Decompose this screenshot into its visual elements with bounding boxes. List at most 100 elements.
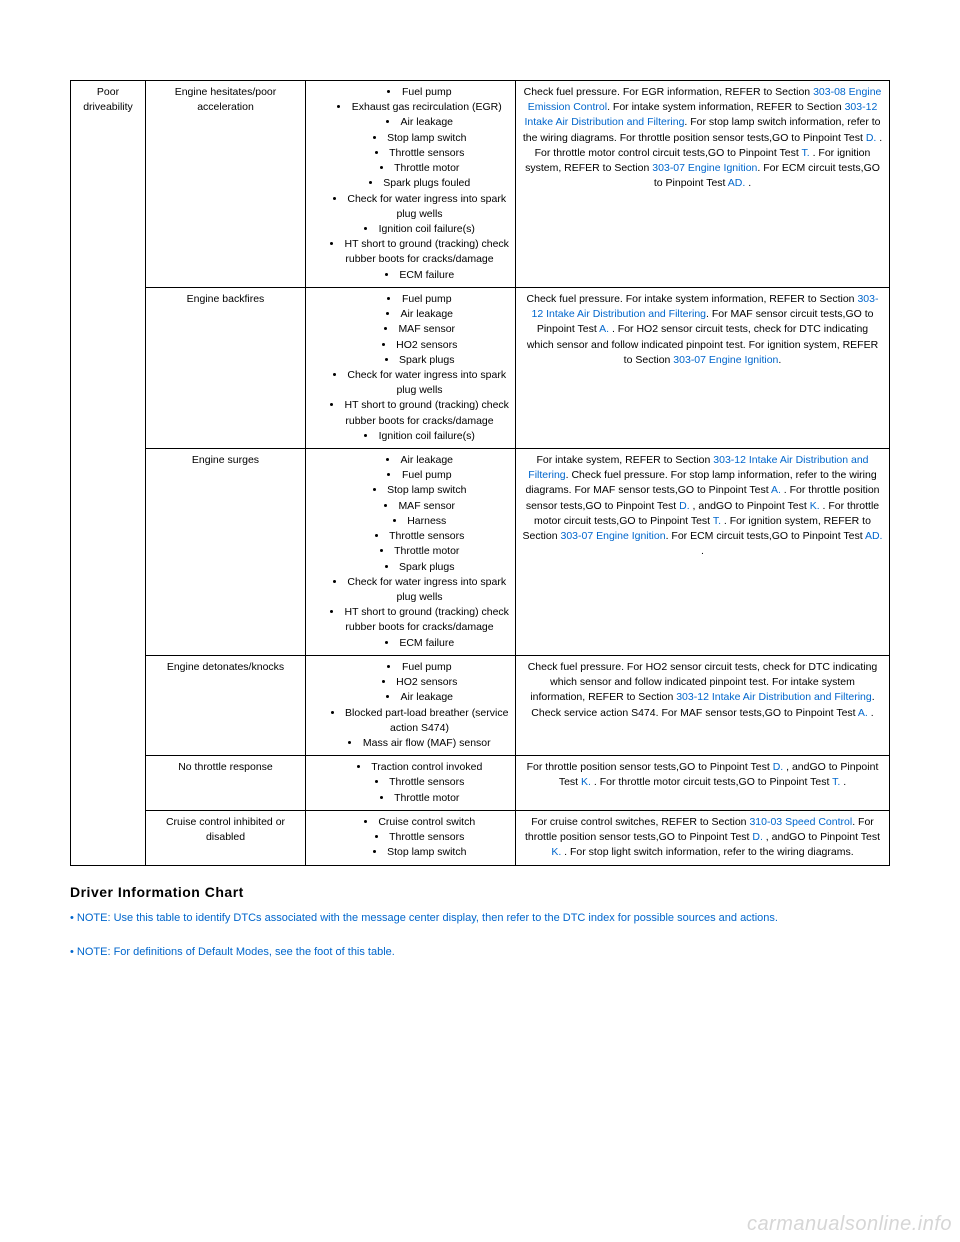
cause-item: Fuel pump: [330, 468, 509, 483]
cause-item: Stop lamp switch: [330, 131, 509, 146]
causes-list: Cruise control switchThrottle sensorsSto…: [346, 815, 475, 861]
causes-cell: Fuel pumpExhaust gas recirculation (EGR)…: [306, 81, 516, 288]
reference-link[interactable]: 303-07 Engine Ignition: [673, 354, 778, 366]
reference-link[interactable]: A.: [771, 484, 781, 496]
cause-item: Stop lamp switch: [330, 483, 509, 498]
condition-cell: Engine backfires: [146, 287, 306, 448]
cause-item: ECM failure: [330, 268, 509, 283]
reference-link[interactable]: 310-03 Speed Control: [749, 816, 852, 828]
reference-link[interactable]: T.: [802, 147, 810, 159]
reference-link[interactable]: 303-07 Engine Ignition: [652, 162, 757, 174]
cause-item: Spark plugs: [330, 353, 509, 368]
category-cell: Poor driveability: [71, 81, 146, 866]
action-cell: For intake system, REFER to Section 303-…: [516, 449, 890, 656]
cause-item: Fuel pump: [330, 292, 509, 307]
cause-item: Ignition coil failure(s): [330, 429, 509, 444]
table-row: Poor driveabilityEngine hesitates/poor a…: [71, 81, 890, 288]
cause-item: HO2 sensors: [330, 675, 509, 690]
reference-link[interactable]: K.: [810, 500, 820, 512]
reference-link[interactable]: T.: [832, 776, 840, 788]
condition-cell: Engine hesitates/poor acceleration: [146, 81, 306, 288]
condition-cell: Engine detonates/knocks: [146, 655, 306, 755]
table-row: Engine backfiresFuel pumpAir leakageMAF …: [71, 287, 890, 448]
cause-item: Blocked part-load breather (service acti…: [330, 706, 509, 736]
cause-item: HO2 sensors: [330, 338, 509, 353]
reference-link[interactable]: 303-12 Intake Air Distribution and Filte…: [528, 454, 868, 481]
reference-link[interactable]: A.: [858, 707, 868, 719]
cause-item: Fuel pump: [330, 660, 509, 675]
causes-list: Air leakageFuel pumpStop lamp switchMAF …: [312, 453, 509, 651]
causes-cell: Cruise control switchThrottle sensorsSto…: [306, 810, 516, 865]
action-cell: For cruise control switches, REFER to Se…: [516, 810, 890, 865]
cause-item: Throttle motor: [330, 544, 509, 559]
reference-link[interactable]: D.: [773, 761, 784, 773]
note-text: • NOTE: For definitions of Default Modes…: [70, 944, 890, 961]
causes-list: Fuel pumpAir leakageMAF sensorHO2 sensor…: [312, 292, 509, 444]
causes-cell: Traction control invokedThrottle sensors…: [306, 756, 516, 811]
cause-item: Throttle motor: [357, 791, 483, 806]
causes-cell: Fuel pumpHO2 sensorsAir leakageBlocked p…: [306, 655, 516, 755]
action-cell: Check fuel pressure. For HO2 sensor circ…: [516, 655, 890, 755]
reference-link[interactable]: D.: [866, 132, 877, 144]
cause-item: Air leakage: [330, 453, 509, 468]
diagnostic-tbody: Poor driveabilityEngine hesitates/poor a…: [71, 81, 890, 866]
reference-link[interactable]: AD.: [865, 530, 883, 542]
reference-link[interactable]: 303-12 Intake Air Distribution and Filte…: [532, 293, 879, 320]
cause-item: Cruise control switch: [364, 815, 475, 830]
reference-link[interactable]: T.: [713, 515, 721, 527]
cause-item: Throttle sensors: [357, 775, 483, 790]
reference-link[interactable]: 303-12 Intake Air Distribution and Filte…: [676, 691, 872, 703]
cause-item: Mass air flow (MAF) sensor: [330, 736, 509, 751]
cause-item: Check for water ingress into spark plug …: [330, 192, 509, 222]
cause-item: Air leakage: [330, 115, 509, 130]
reference-link[interactable]: D.: [752, 831, 763, 843]
cause-item: Exhaust gas recirculation (EGR): [330, 100, 509, 115]
watermark: carmanualsonline.info: [747, 1213, 952, 1236]
cause-item: Throttle motor: [330, 161, 509, 176]
condition-cell: No throttle response: [146, 756, 306, 811]
diagnostic-table: Poor driveabilityEngine hesitates/poor a…: [70, 80, 890, 866]
cause-item: Spark plugs: [330, 560, 509, 575]
cause-item: HT short to ground (tracking) check rubb…: [330, 398, 509, 428]
condition-cell: Cruise control inhibited or disabled: [146, 810, 306, 865]
action-cell: For throttle position sensor tests,GO to…: [516, 756, 890, 811]
section-heading: Driver Information Chart: [70, 884, 890, 900]
action-cell: Check fuel pressure. For intake system i…: [516, 287, 890, 448]
causes-list: Fuel pumpExhaust gas recirculation (EGR)…: [312, 85, 509, 283]
table-row: Engine surgesAir leakageFuel pumpStop la…: [71, 449, 890, 656]
reference-link[interactable]: K.: [581, 776, 591, 788]
cause-item: Throttle sensors: [330, 529, 509, 544]
action-cell: Check fuel pressure. For EGR information…: [516, 81, 890, 288]
reference-link[interactable]: D.: [679, 500, 690, 512]
cause-item: Fuel pump: [330, 85, 509, 100]
cause-item: Air leakage: [330, 690, 509, 705]
cause-item: Harness: [330, 514, 509, 529]
cause-item: Check for water ingress into spark plug …: [330, 368, 509, 398]
table-row: Cruise control inhibited or disabled Crui…: [71, 810, 890, 865]
cause-item: MAF sensor: [330, 322, 509, 337]
reference-link[interactable]: 303-07 Engine Ignition: [560, 530, 665, 542]
cause-item: Throttle sensors: [330, 146, 509, 161]
causes-cell: Fuel pumpAir leakageMAF sensorHO2 sensor…: [306, 287, 516, 448]
cause-item: Throttle sensors: [364, 830, 475, 845]
cause-item: Traction control invoked: [357, 760, 483, 775]
causes-list: Traction control invokedThrottle sensors…: [339, 760, 483, 806]
reference-link[interactable]: AD.: [728, 177, 746, 189]
cause-item: Check for water ingress into spark plug …: [330, 575, 509, 605]
cause-item: MAF sensor: [330, 499, 509, 514]
cause-item: HT short to ground (tracking) check rubb…: [330, 237, 509, 267]
cause-item: HT short to ground (tracking) check rubb…: [330, 605, 509, 635]
reference-link[interactable]: 303-08 Engine Emission Control: [528, 86, 882, 113]
reference-link[interactable]: A.: [599, 323, 609, 335]
cause-item: Stop lamp switch: [364, 845, 475, 860]
reference-link[interactable]: K.: [551, 846, 561, 858]
causes-list: Fuel pumpHO2 sensorsAir leakageBlocked p…: [312, 660, 509, 751]
note-text: • NOTE: Use this table to identify DTCs …: [70, 910, 890, 927]
cause-item: Ignition coil failure(s): [330, 222, 509, 237]
notes-container: • NOTE: Use this table to identify DTCs …: [70, 910, 890, 961]
cause-item: Spark plugs fouled: [330, 176, 509, 191]
condition-cell: Engine surges: [146, 449, 306, 656]
cause-item: Air leakage: [330, 307, 509, 322]
cause-item: ECM failure: [330, 636, 509, 651]
table-row: Engine detonates/knocksFuel pumpHO2 sens…: [71, 655, 890, 755]
